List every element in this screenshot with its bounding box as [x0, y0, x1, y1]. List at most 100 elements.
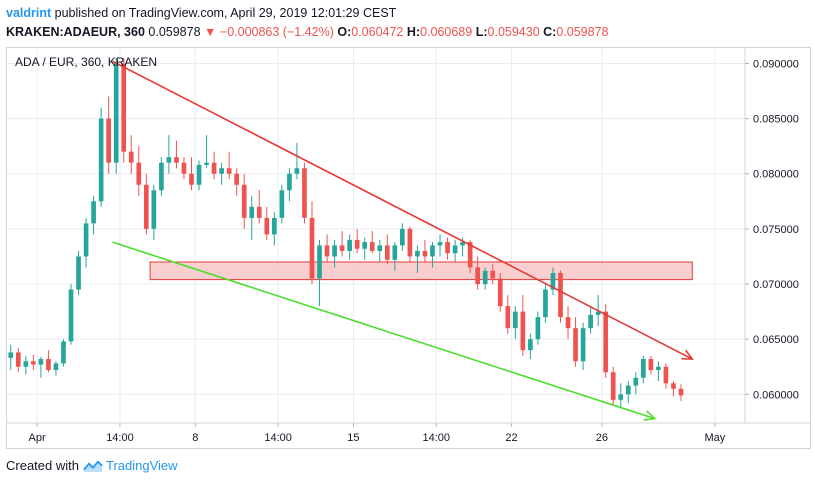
candle-up — [151, 184, 157, 240]
candle-down — [354, 228, 360, 254]
candle-body — [23, 361, 29, 367]
close-label: C: — [543, 25, 557, 39]
zone-layer — [149, 261, 693, 281]
trend-lines — [112, 60, 694, 421]
candle-body — [452, 245, 458, 254]
candle-up — [512, 306, 518, 340]
candle-body — [98, 118, 104, 202]
candle-body — [189, 173, 194, 185]
candle-down — [573, 317, 578, 367]
candle-down — [15, 348, 21, 373]
candle-body — [219, 168, 224, 174]
candle-body — [663, 366, 669, 384]
candle-up — [400, 223, 405, 251]
candle-body — [384, 245, 390, 260]
candle-up — [618, 383, 624, 408]
candle-up — [641, 355, 646, 384]
created-with-label: Created with — [6, 458, 79, 473]
candle-down — [475, 256, 480, 290]
candle-down — [445, 237, 450, 260]
price-change: −0.000863 (−1.42%) — [219, 25, 334, 39]
candle-up — [430, 242, 435, 268]
candle-body — [196, 164, 202, 185]
candle-up — [437, 234, 443, 257]
candle-up — [550, 267, 556, 296]
candle-body — [8, 352, 14, 358]
candle-down — [181, 157, 187, 180]
candle-up — [61, 339, 66, 367]
candle-down — [241, 173, 247, 229]
candle-body — [588, 314, 593, 329]
candle-up — [76, 250, 81, 296]
candle-body — [445, 242, 450, 254]
candle-body — [467, 242, 473, 268]
candle-body — [656, 366, 661, 371]
candle-up — [219, 162, 224, 185]
time-tick-label: 15 — [347, 432, 359, 444]
resistance-line — [112, 60, 693, 360]
price-chart[interactable]: 0.090000 0.085000 0.080000 0.075000 0.070000… — [7, 48, 810, 448]
time-tick-label: 14:00 — [422, 432, 450, 444]
candle-down — [136, 146, 142, 196]
candle-body — [309, 217, 315, 279]
candle-body — [430, 245, 435, 257]
candle-down — [505, 295, 511, 334]
price-axis[interactable]: 0.090000 0.085000 0.080000 0.075000 0.070000… — [745, 58, 799, 401]
candle-body — [76, 256, 81, 290]
candle-body — [68, 289, 74, 342]
candle-body — [678, 388, 684, 396]
candle-up — [347, 234, 352, 260]
candle-body — [618, 394, 624, 400]
candle-body — [347, 239, 352, 251]
candle-body — [241, 184, 247, 218]
candle-body — [317, 245, 322, 279]
candle-up — [294, 142, 300, 180]
time-axis[interactable]: Apr 14:00 8 14:00 15 14:00 22 26 May — [29, 423, 726, 444]
candle-body — [671, 383, 676, 389]
candle-up — [8, 344, 14, 371]
chart-frame[interactable]: 0.090000 0.085000 0.080000 0.075000 0.070000… — [6, 47, 811, 449]
candle-up — [482, 267, 488, 290]
author-link[interactable]: valdrint — [6, 6, 52, 20]
support-line — [112, 241, 655, 420]
candle-body — [505, 306, 511, 329]
candles — [8, 57, 684, 408]
candle-body — [226, 168, 232, 174]
candle-body — [475, 267, 480, 285]
candle-body — [279, 190, 285, 218]
published-text: published on TradingView.com, April 29, … — [54, 6, 397, 20]
candle-up — [656, 361, 661, 382]
candle-body — [595, 311, 601, 315]
candle-body — [83, 223, 89, 257]
candle-down — [234, 168, 240, 196]
chart-title: ADA / EUR, 360, KRAKEN — [15, 55, 157, 69]
candle-down — [558, 270, 563, 323]
candle-down — [384, 234, 390, 265]
support-line-arrowhead — [643, 410, 657, 421]
candle-up — [53, 361, 59, 376]
candle-up — [159, 157, 164, 196]
tradingview-logo[interactable]: TradingView — [83, 458, 178, 473]
price-tick-label: 0.070000 — [753, 279, 799, 291]
candle-down — [121, 57, 127, 163]
candle-body — [159, 162, 164, 191]
candle-body — [422, 250, 428, 257]
candle-body — [573, 328, 578, 362]
candle-body — [377, 245, 383, 251]
candle-down — [678, 384, 684, 401]
high-value: 0.060689 — [420, 25, 473, 39]
candle-up — [452, 239, 458, 262]
low-label: L: — [475, 25, 488, 39]
candle-down — [520, 295, 526, 356]
candle-up — [377, 239, 383, 262]
candle-up — [91, 195, 96, 235]
change-down-icon: ▼ — [204, 25, 217, 39]
candle-down — [339, 231, 345, 257]
candle-body — [603, 311, 609, 373]
time-tick-label: Apr — [29, 432, 46, 444]
candle-down — [369, 231, 375, 254]
candle-down — [226, 151, 232, 180]
candle-body — [287, 173, 292, 191]
candle-up — [287, 168, 292, 202]
candle-up — [588, 306, 593, 334]
